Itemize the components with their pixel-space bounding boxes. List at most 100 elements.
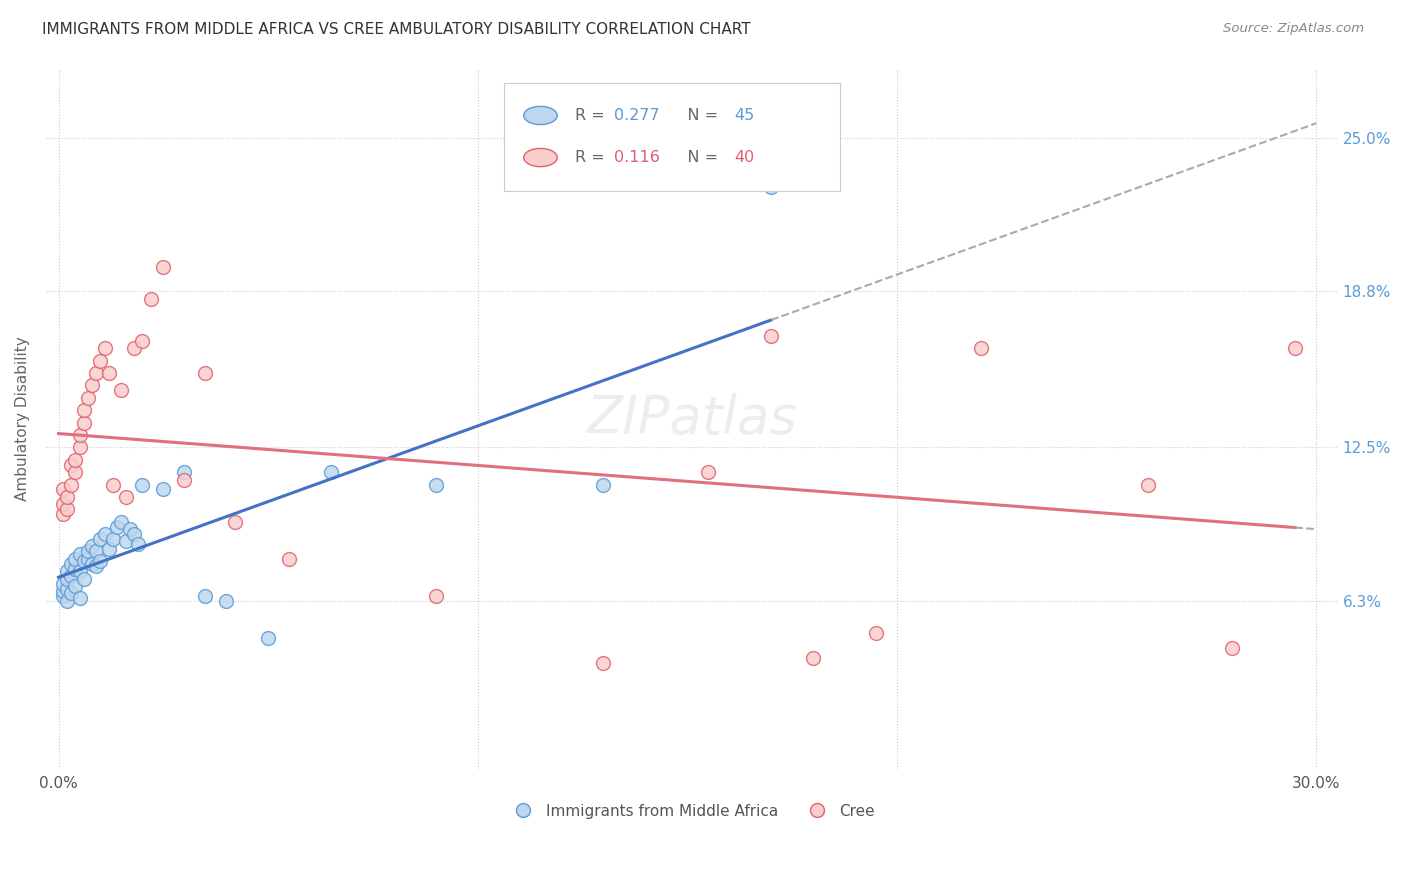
Point: [118, 522, 141, 536]
Point: [65, 551, 87, 566]
FancyBboxPatch shape: [505, 83, 839, 191]
Point: [69, 564, 91, 578]
Text: N =: N =: [672, 150, 724, 165]
Point: [131, 334, 153, 348]
Point: [65, 465, 87, 479]
Point: [93, 527, 115, 541]
Point: [52, 584, 75, 599]
Point: [84, 544, 107, 558]
Point: [52, 576, 75, 591]
Point: [697, 465, 720, 479]
Point: [131, 477, 153, 491]
Point: [152, 483, 174, 497]
Point: [110, 515, 132, 529]
Point: [69, 547, 91, 561]
Point: [173, 473, 195, 487]
Point: [278, 551, 301, 566]
Point: [60, 557, 83, 571]
Point: [194, 366, 217, 380]
Point: [69, 428, 91, 442]
Point: [970, 342, 993, 356]
Point: [194, 589, 217, 603]
Point: [173, 465, 195, 479]
Y-axis label: Ambulatory Disability: Ambulatory Disability: [15, 336, 30, 501]
Text: ZIPatlas: ZIPatlas: [586, 392, 797, 445]
Point: [73, 416, 96, 430]
Point: [110, 384, 132, 398]
Point: [1284, 342, 1306, 356]
Point: [114, 490, 136, 504]
Text: 45: 45: [734, 108, 755, 123]
Point: [65, 452, 87, 467]
Point: [257, 631, 280, 645]
Point: [84, 559, 107, 574]
Point: [152, 260, 174, 274]
Point: [77, 544, 100, 558]
Point: [65, 579, 87, 593]
Point: [56, 582, 79, 596]
Point: [60, 569, 83, 583]
Text: R =: R =: [575, 108, 610, 123]
Point: [114, 534, 136, 549]
Point: [56, 572, 79, 586]
Point: [1137, 477, 1160, 491]
Circle shape: [523, 106, 557, 125]
Point: [105, 519, 128, 533]
Point: [801, 651, 824, 665]
Point: [84, 366, 107, 380]
Text: Source: ZipAtlas.com: Source: ZipAtlas.com: [1223, 22, 1364, 36]
Point: [77, 551, 100, 566]
Text: 0.116: 0.116: [614, 150, 659, 165]
Point: [56, 564, 79, 578]
Point: [89, 554, 111, 568]
Point: [122, 527, 145, 541]
Point: [101, 532, 124, 546]
Point: [93, 342, 115, 356]
Point: [127, 537, 149, 551]
Point: [97, 541, 120, 556]
Text: N =: N =: [672, 108, 724, 123]
Point: [101, 477, 124, 491]
Point: [89, 532, 111, 546]
Point: [425, 477, 447, 491]
Point: [215, 594, 238, 608]
Point: [759, 180, 782, 194]
Legend: Immigrants from Middle Africa, Cree: Immigrants from Middle Africa, Cree: [502, 797, 882, 825]
Point: [56, 490, 79, 504]
Point: [319, 465, 342, 479]
Point: [60, 477, 83, 491]
Point: [1220, 640, 1243, 655]
Point: [224, 515, 246, 529]
Circle shape: [523, 148, 557, 167]
Point: [139, 292, 162, 306]
Point: [89, 353, 111, 368]
Text: IMMIGRANTS FROM MIDDLE AFRICA VS CREE AMBULATORY DISABILITY CORRELATION CHART: IMMIGRANTS FROM MIDDLE AFRICA VS CREE AM…: [42, 22, 751, 37]
Point: [592, 656, 614, 670]
Text: 40: 40: [734, 150, 755, 165]
Point: [69, 441, 91, 455]
Text: 0.277: 0.277: [614, 108, 659, 123]
Text: R =: R =: [575, 150, 610, 165]
Point: [69, 591, 91, 606]
Point: [80, 378, 103, 392]
Point: [56, 502, 79, 516]
Point: [73, 572, 96, 586]
Point: [52, 483, 75, 497]
Point: [73, 403, 96, 417]
Point: [73, 554, 96, 568]
Point: [122, 342, 145, 356]
Point: [65, 562, 87, 576]
Point: [77, 391, 100, 405]
Point: [52, 508, 75, 522]
Point: [425, 589, 447, 603]
Point: [80, 557, 103, 571]
Point: [759, 329, 782, 343]
Point: [865, 626, 887, 640]
Point: [60, 458, 83, 472]
Point: [56, 594, 79, 608]
Point: [97, 366, 120, 380]
Point: [52, 497, 75, 511]
Point: [60, 586, 83, 600]
Point: [80, 540, 103, 554]
Point: [52, 589, 75, 603]
